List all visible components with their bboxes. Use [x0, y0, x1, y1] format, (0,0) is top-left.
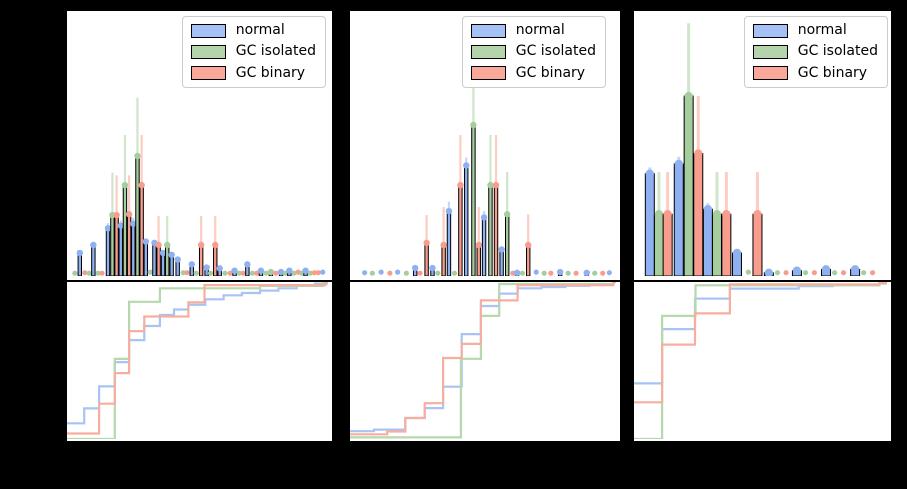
cdf-panel-1 — [65, 282, 334, 443]
legend-label-gc-binary: GC binary — [235, 64, 306, 81]
legend-swatch-normal — [190, 23, 226, 38]
legend-swatch-gc-isolated — [470, 45, 506, 60]
legend-item-normal: normal — [470, 22, 596, 38]
cdf-chart-1 — [67, 282, 328, 439]
legend-label-gc-binary: GC binary — [797, 64, 868, 81]
legend-item-gc-binary: GC binary — [752, 64, 878, 81]
histogram-panel-2: normal GC isolated GC binary — [348, 9, 622, 282]
legend: normal GC isolated GC binary — [743, 16, 888, 89]
legend-item-normal: normal — [190, 22, 316, 38]
legend-swatch-normal — [470, 23, 506, 38]
panel-group-1: normal GC isolated GC binary — [65, 9, 334, 443]
legend-label-gc-isolated: GC isolated — [515, 43, 596, 60]
legend-label-gc-isolated: GC isolated — [797, 43, 878, 60]
legend: normal GC isolated GC binary — [181, 16, 326, 89]
legend-swatch-gc-isolated — [752, 45, 788, 60]
legend-item-gc-binary: GC binary — [470, 64, 596, 81]
panel-group-2: normal GC isolated GC binary — [348, 9, 622, 443]
legend-swatch-gc-binary — [190, 66, 226, 81]
legend-label-gc-binary: GC binary — [515, 64, 586, 81]
histogram-chart-3 — [644, 23, 876, 276]
legend-label-normal: normal — [235, 22, 285, 38]
histogram-panel-1: normal GC isolated GC binary — [65, 9, 334, 282]
legend-swatch-gc-binary — [470, 66, 506, 81]
legend-label-normal: normal — [797, 22, 847, 38]
legend-label-gc-isolated: GC isolated — [235, 43, 316, 60]
legend-item-gc-isolated: GC isolated — [470, 43, 596, 60]
legend: normal GC isolated GC binary — [461, 16, 606, 89]
panel-group-3: normal GC isolated GC binary — [632, 9, 893, 443]
cdf-chart-2 — [350, 282, 616, 439]
cdf-chart-3 — [634, 282, 887, 439]
legend-item-gc-isolated: GC isolated — [752, 43, 878, 60]
legend-swatch-gc-isolated — [190, 45, 226, 60]
legend-item-normal: normal — [752, 22, 878, 38]
cdf-panel-2 — [348, 282, 622, 443]
histogram-panel-3: normal GC isolated GC binary — [632, 9, 893, 282]
legend-item-gc-isolated: GC isolated — [190, 43, 316, 60]
legend-swatch-normal — [752, 23, 788, 38]
legend-swatch-gc-binary — [752, 66, 788, 81]
legend-label-normal: normal — [515, 22, 565, 38]
cdf-panel-3 — [632, 282, 893, 443]
histogram-chart-1 — [72, 97, 326, 276]
legend-item-gc-binary: GC binary — [190, 64, 316, 81]
